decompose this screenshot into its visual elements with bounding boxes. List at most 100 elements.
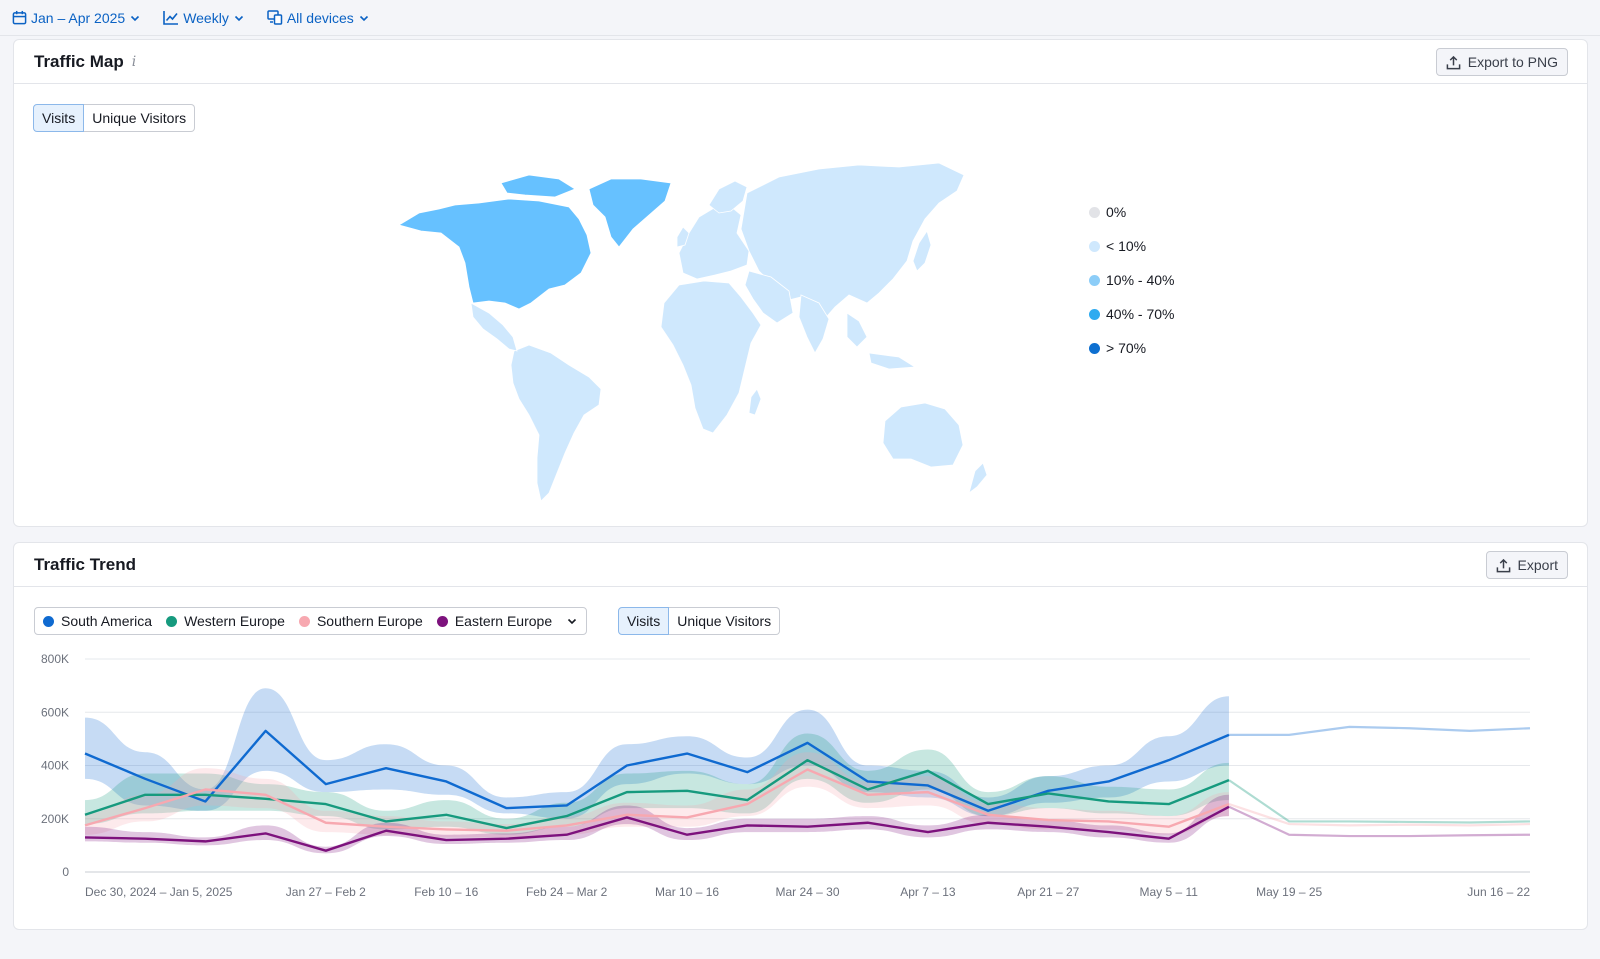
scandinavia-shape[interactable]: [708, 180, 748, 214]
australia-shape[interactable]: [882, 402, 964, 468]
india-shape[interactable]: [798, 294, 830, 354]
traffic-map-header: Traffic Map i Export to PNG: [14, 40, 1587, 84]
north-america-shape[interactable]: [397, 198, 592, 310]
series-selector[interactable]: South America Western Europe Southern Eu…: [34, 607, 588, 635]
chevron-down-icon: [131, 15, 140, 21]
legend-item: > 70%: [1089, 331, 1174, 365]
trend-metric-toggle: Visits Unique Visitors: [618, 607, 781, 635]
devices-dropdown[interactable]: All devices: [267, 10, 370, 26]
series-item-eastern-europe: Eastern Europe: [436, 613, 553, 629]
y-tick-label: 800K: [41, 652, 69, 666]
y-tick-label: 200K: [41, 812, 69, 826]
new-zealand-shape[interactable]: [968, 462, 988, 495]
traffic-trend-card: Traffic Trend Export South America Weste…: [13, 542, 1588, 930]
legend-dot: [1089, 206, 1100, 218]
tab-unique-visitors[interactable]: Unique Visitors: [669, 607, 781, 635]
legend-item: 10% - 40%: [1089, 263, 1174, 297]
x-tick-label: Dec 30, 2024 – Jan 5, 2025: [85, 885, 233, 899]
forecast-line: [1228, 803, 1531, 827]
confidence-band: [85, 688, 1229, 819]
series-label: Southern Europe: [316, 613, 423, 629]
traffic-map-title: Traffic Map: [34, 51, 124, 71]
x-tick-label: Feb 10 – 16: [414, 885, 478, 899]
map-metric-toggle: Visits Unique Visitors: [33, 104, 196, 132]
y-tick-label: 0: [62, 865, 69, 879]
legend-item: 40% - 70%: [1089, 297, 1174, 331]
legend-dot: [1089, 240, 1100, 252]
series-label: Eastern Europe: [454, 613, 553, 629]
arctic-islands-shape[interactable]: [500, 174, 576, 198]
legend-dot: [1089, 308, 1100, 320]
legend-label: 10% - 40%: [1106, 272, 1175, 288]
y-tick-label: 600K: [41, 705, 69, 719]
tab-visits[interactable]: Visits: [618, 607, 670, 635]
export-png-button[interactable]: Export to PNG: [1435, 48, 1568, 76]
tab-visits[interactable]: Visits: [33, 104, 85, 132]
forecast-line: [1228, 725, 1531, 736]
info-icon[interactable]: i: [131, 53, 137, 70]
series-dot: [298, 615, 310, 627]
tab-unique-visitors[interactable]: Unique Visitors: [84, 104, 196, 132]
date-range-label: Jan – Apr 2025: [31, 9, 126, 26]
confidence-band: [85, 794, 1229, 854]
series-line: [84, 805, 1230, 852]
legend-label: 0%: [1106, 204, 1127, 220]
upload-icon: [1496, 558, 1510, 572]
traffic-trend-header: Traffic Trend Export: [14, 543, 1587, 587]
series-dot: [43, 615, 54, 627]
devices-label: All devices: [286, 9, 354, 26]
y-tick-label: 400K: [41, 759, 69, 773]
south-america-shape[interactable]: [510, 344, 602, 502]
middle-east-shape[interactable]: [744, 270, 794, 324]
legend-label: 40% - 70%: [1106, 306, 1175, 322]
greenland-shape[interactable]: [588, 178, 672, 248]
x-tick-label: Mar 10 – 16: [655, 885, 719, 899]
chevron-down-icon: [359, 15, 368, 21]
filters-bar: Jan – Apr 2025 Weekly All devices: [0, 0, 1600, 36]
legend-dot: [1089, 342, 1100, 354]
calendar-icon: [12, 10, 27, 25]
traffic-map-card: Traffic Map i Export to PNG Visits Uniqu…: [13, 39, 1588, 527]
uk-shape[interactable]: [676, 226, 690, 248]
traffic-trend-title: Traffic Trend: [34, 554, 137, 574]
x-tick-label: Apr 7 – 13: [900, 885, 956, 899]
europe-shape[interactable]: [678, 204, 750, 280]
export-button[interactable]: Export: [1485, 551, 1568, 579]
traffic-trend-chart: 0 200K 400K 600K 800K Dec 30, 2024 – Jan 5, 2…: [41, 652, 1531, 899]
x-tick-label: Feb 24 – Mar 2: [526, 885, 608, 899]
export-label: Export: [1517, 557, 1558, 573]
world-map: [397, 162, 988, 502]
series-label: Western Europe: [184, 613, 285, 629]
legend-item: 0%: [1089, 195, 1174, 229]
map-legend: 0% < 10% 10% - 40% 40% - 70% > 70%: [1089, 195, 1174, 365]
granularity-label: Weekly: [183, 9, 229, 26]
forecast-line: [1228, 779, 1531, 824]
legend-item: < 10%: [1089, 229, 1174, 263]
x-tick-label: May 19 – 25: [1256, 885, 1322, 899]
x-tick-label: Jan 27 – Feb 2: [286, 885, 366, 899]
legend-dot: [1089, 274, 1100, 286]
japan-shape[interactable]: [912, 230, 932, 272]
upload-icon: [1446, 55, 1461, 69]
date-range-dropdown[interactable]: Jan – Apr 2025: [12, 10, 141, 26]
line-chart-icon: [163, 11, 179, 25]
chevron-down-icon: [234, 15, 243, 21]
confidence-band: [85, 733, 1229, 835]
madagascar-shape[interactable]: [748, 388, 762, 416]
series-dot: [436, 615, 448, 627]
southeast-asia-shape[interactable]: [846, 312, 917, 370]
series-label: South America: [61, 613, 153, 629]
series-dot: [166, 615, 178, 627]
x-tick-label: Jun 16 – 22: [1467, 885, 1530, 899]
africa-shape[interactable]: [660, 280, 762, 434]
legend-label: > 70%: [1106, 340, 1147, 356]
export-png-label: Export to PNG: [1467, 54, 1558, 70]
x-tick-label: Mar 24 – 30: [775, 885, 839, 899]
legend-label: < 10%: [1106, 238, 1147, 254]
devices-icon: [267, 10, 283, 25]
central-america-shape[interactable]: [470, 302, 518, 352]
x-tick-label: Apr 21 – 27: [1017, 885, 1079, 899]
forecast-line: [1228, 805, 1531, 838]
series-item-western-europe: Western Europe: [166, 613, 285, 629]
granularity-dropdown[interactable]: Weekly: [163, 10, 245, 26]
